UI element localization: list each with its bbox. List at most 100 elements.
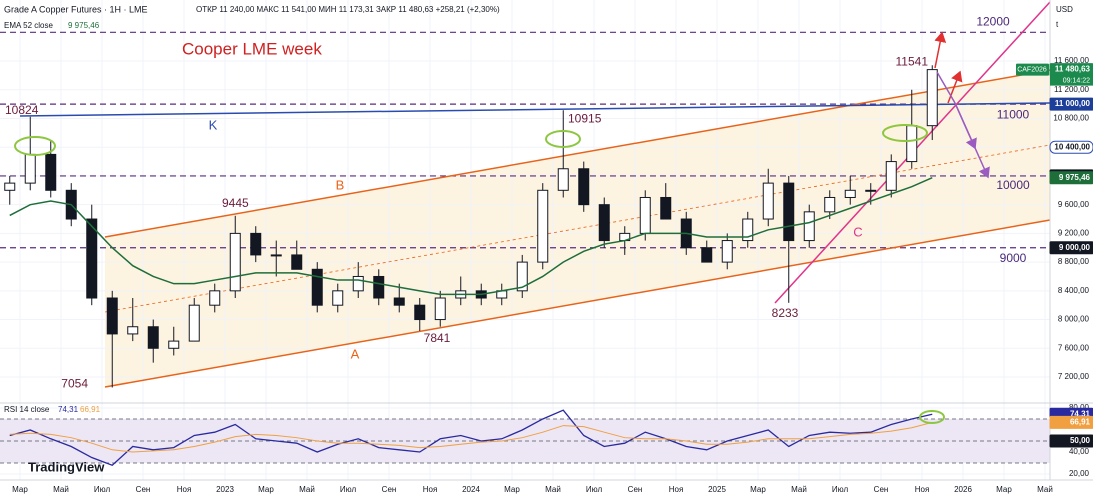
level-label: 10000 [996, 178, 1030, 192]
x-tick-label: Ноя [423, 485, 438, 494]
x-tick-label: 2023 [216, 485, 234, 494]
highlight [919, 410, 945, 424]
candle-body [24, 153, 36, 184]
price-tag-label: 11 000,00 [1055, 99, 1091, 108]
candle-body [434, 297, 446, 321]
price-tag-label: 74,31 [1070, 409, 1091, 418]
y-tick-label: 10 800,00 [1053, 114, 1089, 123]
candle-body [742, 218, 754, 242]
candle-body [188, 304, 200, 342]
candle-body [762, 182, 774, 220]
x-tick-label: Мар [12, 485, 28, 494]
candle-body [106, 297, 118, 335]
series-line [9, 177, 933, 296]
y-tick-label: 8 000,00 [1058, 315, 1090, 324]
candle-body [147, 326, 159, 349]
candle-body [209, 290, 221, 306]
x-tick-label: Май [299, 485, 315, 494]
candle-body [45, 153, 57, 191]
candle-body [660, 196, 672, 220]
x-tick-label: Мар [258, 485, 274, 494]
y-tick-label: 80,00 [1069, 403, 1090, 412]
price-tag-label: 9 000,00 [1059, 243, 1091, 252]
level-label: 11000 [997, 107, 1030, 121]
y-tick-label: 20,00 [1069, 469, 1090, 478]
channel-fill [105, 70, 1050, 387]
candle-body [291, 254, 303, 270]
price-tag-label: 10 400,00 [1054, 142, 1090, 151]
y-tick-label: 40,00 [1069, 447, 1090, 456]
countdown: 09:14:22 [1063, 77, 1090, 84]
candle-body [783, 182, 795, 242]
arrow [936, 71, 956, 104]
highlight [882, 124, 928, 142]
rsi-band [0, 418, 1050, 464]
y-tick-label: 8 400,00 [1058, 286, 1090, 295]
price-tag-label: 11 480,63 [1055, 65, 1091, 74]
highlight [545, 130, 581, 148]
x-tick-label: Ноя [915, 485, 930, 494]
level-label: 9000 [1000, 251, 1027, 265]
candle-body [86, 218, 98, 299]
extreme-label: 9445 [222, 196, 249, 210]
extreme-label: 10915 [568, 111, 602, 125]
wave-label: C [853, 224, 862, 239]
x-tick-label: Сен [382, 485, 397, 494]
wave-label: A [351, 346, 360, 361]
y-tick-label: 9 600,00 [1058, 200, 1090, 209]
price-tag [1049, 241, 1093, 255]
x-tick-label: 2025 [708, 485, 726, 494]
highlight [14, 136, 56, 156]
candle-body [598, 204, 610, 242]
y-tick-label: 8 800,00 [1058, 257, 1090, 266]
x-tick-label: Май [545, 485, 561, 494]
candle-body [906, 125, 918, 163]
candle-body [168, 340, 180, 349]
x-tick-label: Сен [628, 485, 643, 494]
channel-lower [104, 219, 1051, 388]
channel-upper [104, 69, 1051, 238]
series-line [9, 421, 933, 453]
candle-body [926, 69, 938, 127]
price-tag-label: 9 975,46 [1059, 173, 1091, 182]
candle-body [393, 297, 405, 306]
candle-body [373, 275, 385, 299]
symbol: Grade A Copper Futures · 1Н · LME [4, 4, 148, 14]
rsi-label: RSI 14 close [4, 405, 50, 414]
candle-body [844, 189, 856, 198]
lines [9, 177, 933, 466]
candle-body [270, 254, 282, 257]
y-tick-label: 7 600,00 [1058, 343, 1090, 352]
extreme-label: 10824 [5, 103, 39, 117]
y-tick-label: 11 200,00 [1054, 85, 1090, 94]
arrow [954, 102, 990, 179]
x-tick-label: Мар [504, 485, 520, 494]
currency: USD [1056, 5, 1073, 14]
price-tag-label: 50,00 [1070, 436, 1091, 445]
candle-body [885, 161, 897, 191]
candle-body [557, 168, 569, 191]
candle-body [639, 196, 651, 234]
y-tick-label: 7 200,00 [1058, 372, 1090, 381]
arrow [934, 31, 947, 69]
chart-title: Cooper LME week [182, 39, 322, 58]
ema-value: 9 975,46 [68, 21, 100, 30]
unit: t [1056, 20, 1059, 29]
extreme-label: 7054 [61, 377, 88, 391]
x-tick-label: 2026 [954, 485, 972, 494]
x-tick-label: Июл [340, 485, 357, 494]
x-tick-label: Ноя [669, 485, 684, 494]
y-tick-label: 9 200,00 [1058, 228, 1090, 237]
brand: TradingView [28, 459, 105, 474]
price-tag [1049, 140, 1093, 154]
x-tick-label: Май [791, 485, 807, 494]
candle-body [229, 232, 241, 292]
candle-body [352, 275, 364, 292]
x-tick-label: Июл [832, 485, 849, 494]
wave-label: B [336, 177, 345, 192]
x-tick-label: Ноя [177, 485, 192, 494]
series-line [9, 409, 933, 466]
x-tick-label: Май [1037, 485, 1053, 494]
